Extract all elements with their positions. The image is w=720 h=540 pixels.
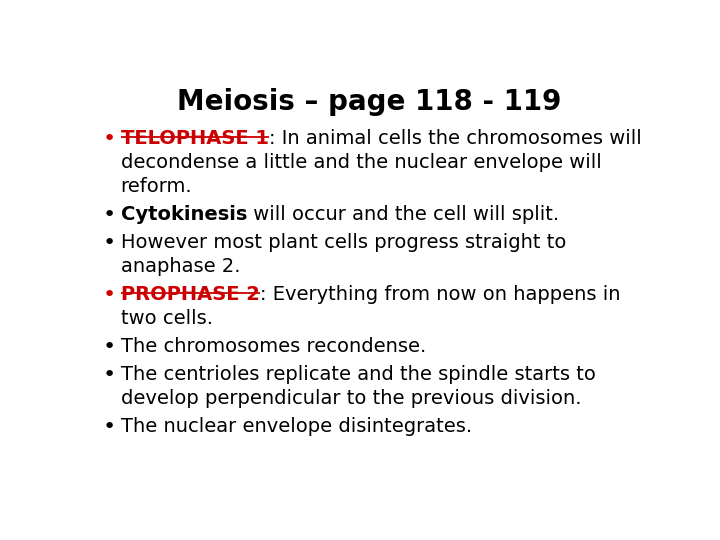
Text: However most plant cells progress straight to: However most plant cells progress straig… — [121, 233, 566, 252]
Text: •: • — [102, 366, 115, 386]
Text: reform.: reform. — [121, 177, 192, 195]
Text: anaphase 2.: anaphase 2. — [121, 257, 240, 276]
Text: •: • — [102, 205, 115, 225]
Text: decondense a little and the nuclear envelope will: decondense a little and the nuclear enve… — [121, 153, 601, 172]
Text: •: • — [102, 233, 115, 253]
Text: The nuclear envelope disintegrates.: The nuclear envelope disintegrates. — [121, 417, 472, 436]
Text: develop perpendicular to the previous division.: develop perpendicular to the previous di… — [121, 389, 581, 408]
Text: : Everything from now on happens in: : Everything from now on happens in — [260, 285, 620, 304]
Text: The centrioles replicate and the spindle starts to: The centrioles replicate and the spindle… — [121, 366, 595, 384]
Text: PROPHASE 2: PROPHASE 2 — [121, 285, 260, 304]
Text: Cytokinesis: Cytokinesis — [121, 205, 247, 224]
Text: •: • — [102, 285, 115, 305]
Text: will occur and the cell will split.: will occur and the cell will split. — [247, 205, 559, 224]
Text: •: • — [102, 417, 115, 437]
Text: The chromosomes recondense.: The chromosomes recondense. — [121, 337, 426, 356]
Text: : In animal cells the chromosomes will: : In animal cells the chromosomes will — [269, 129, 642, 149]
Text: •: • — [102, 337, 115, 357]
Text: TELOPHASE 1: TELOPHASE 1 — [121, 129, 269, 149]
Text: two cells.: two cells. — [121, 309, 212, 328]
Text: •: • — [102, 129, 115, 149]
Text: Meiosis – page 118 - 119: Meiosis – page 118 - 119 — [177, 87, 561, 116]
